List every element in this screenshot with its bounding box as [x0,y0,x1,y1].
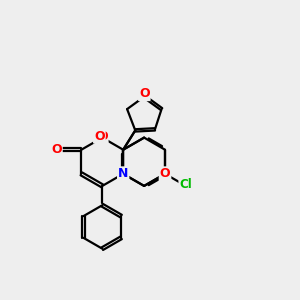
Text: O: O [160,167,170,180]
Text: O: O [97,130,108,143]
Text: Cl: Cl [179,178,192,190]
Text: O: O [94,130,105,143]
Text: N: N [118,167,128,180]
Text: O: O [139,87,150,100]
Text: O: O [51,143,62,156]
